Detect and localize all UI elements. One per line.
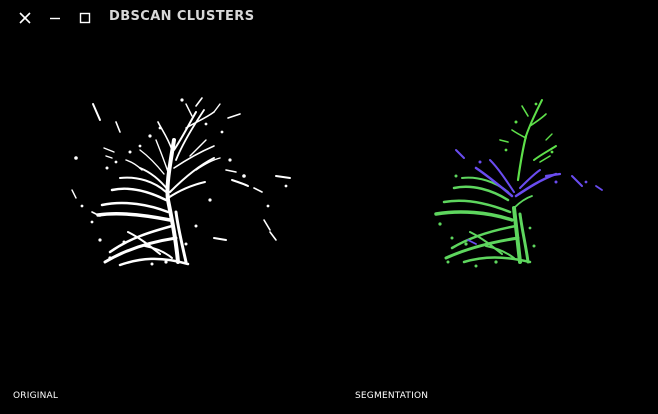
- minimize-icon: [50, 17, 60, 20]
- segmentation-panel: SEGMENTATION: [329, 40, 658, 401]
- maximize-icon: [79, 12, 91, 24]
- close-button[interactable]: [16, 9, 34, 27]
- segmentation-caption: SEGMENTATION: [355, 391, 429, 401]
- original-caption: ORIGINAL: [13, 391, 59, 401]
- segmentation-point-cloud: [434, 99, 603, 268]
- title-bar: DBSCAN CLUSTERS: [0, 0, 658, 36]
- original-panel: ORIGINAL: [0, 40, 329, 401]
- maximize-button[interactable]: [76, 9, 94, 27]
- cluster-green: [434, 176, 533, 264]
- original-point-cloud: [71, 97, 291, 267]
- cluster-purple: [455, 149, 603, 245]
- close-icon: [19, 12, 31, 24]
- window-title: DBSCAN CLUSTERS: [109, 9, 255, 24]
- minimize-button[interactable]: [46, 9, 64, 27]
- cluster-lime: [499, 99, 557, 182]
